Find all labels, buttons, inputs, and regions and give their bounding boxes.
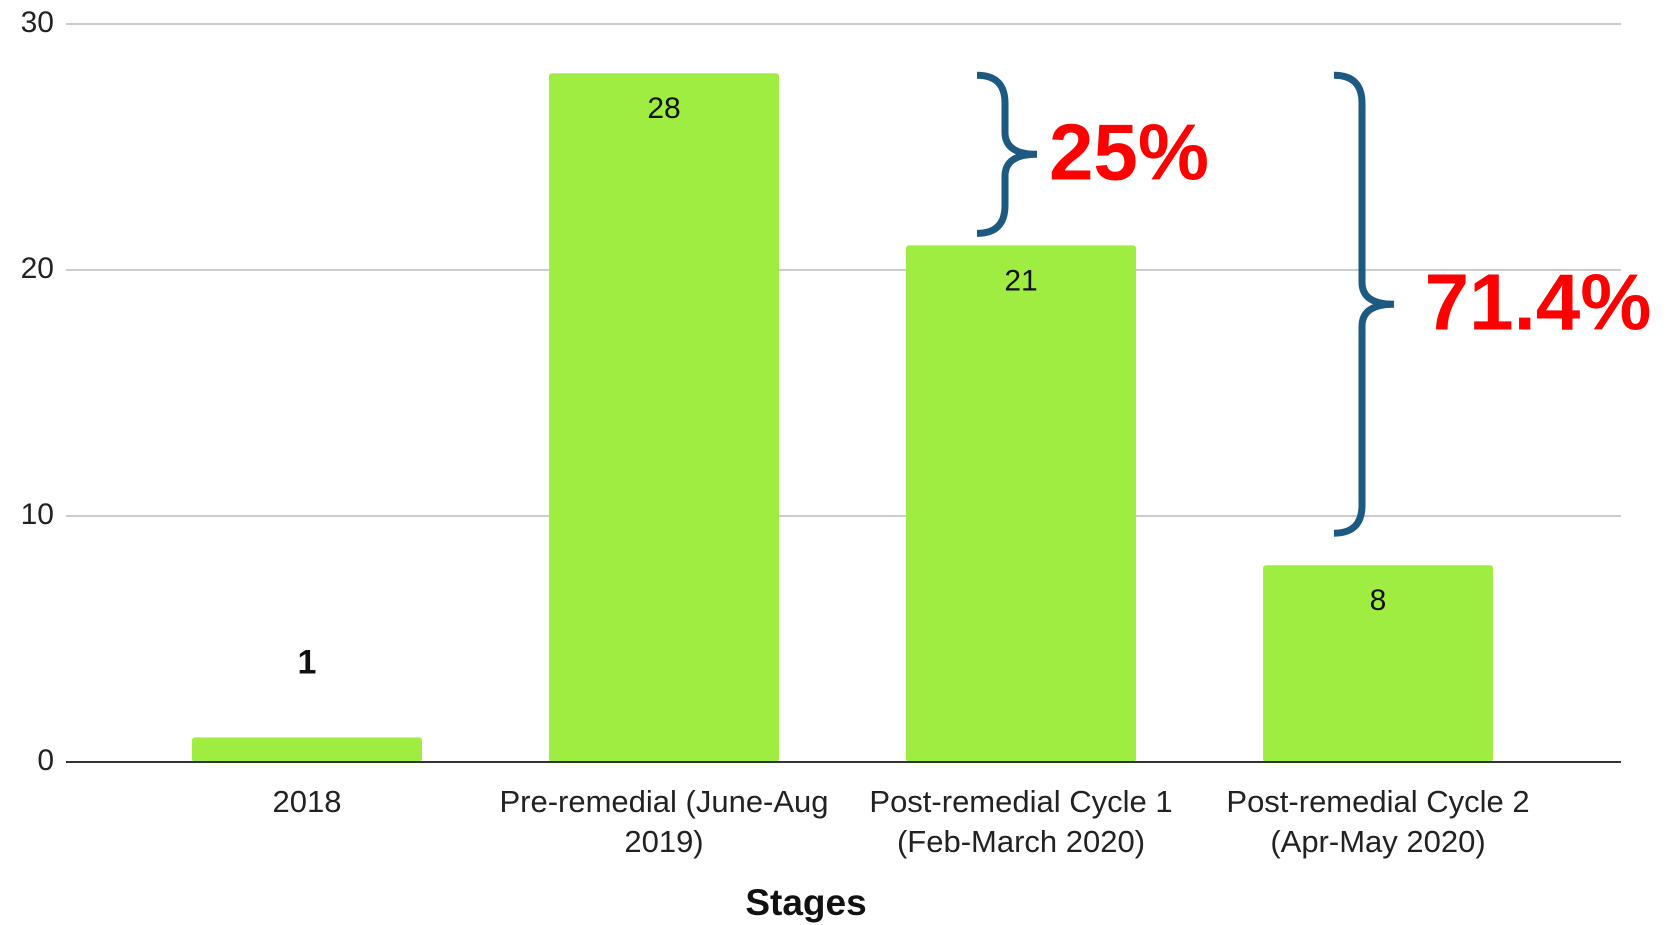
x-tick-label: Post-remedial Cycle 2 (Apr-May 2020) [1226,784,1530,859]
x-tick-label: 2018 [272,784,342,819]
y-tick-label: 10 [21,498,54,531]
bar [192,737,422,762]
bar [906,245,1136,762]
y-tick-label: 20 [21,252,54,285]
x-tick-label: Pre-remedial (June-Aug 2019) [499,784,829,859]
data-label: 1 [298,643,317,681]
brace [976,71,1038,237]
data-label: 21 [1004,264,1037,297]
x-axis-title: Stages [745,882,866,923]
bar [549,73,779,762]
bar [1263,565,1493,762]
y-tick-label: 30 [21,6,54,39]
data-label: 28 [647,92,680,125]
x-tick-label: Post-remedial Cycle 1 (Feb-March 2020) [869,784,1173,859]
annotation: 25% [1049,107,1209,196]
annotation: 71.4% [1425,257,1652,346]
data-label: 8 [1370,584,1387,617]
y-tick-label: 0 [37,744,54,777]
brace [1333,71,1395,537]
